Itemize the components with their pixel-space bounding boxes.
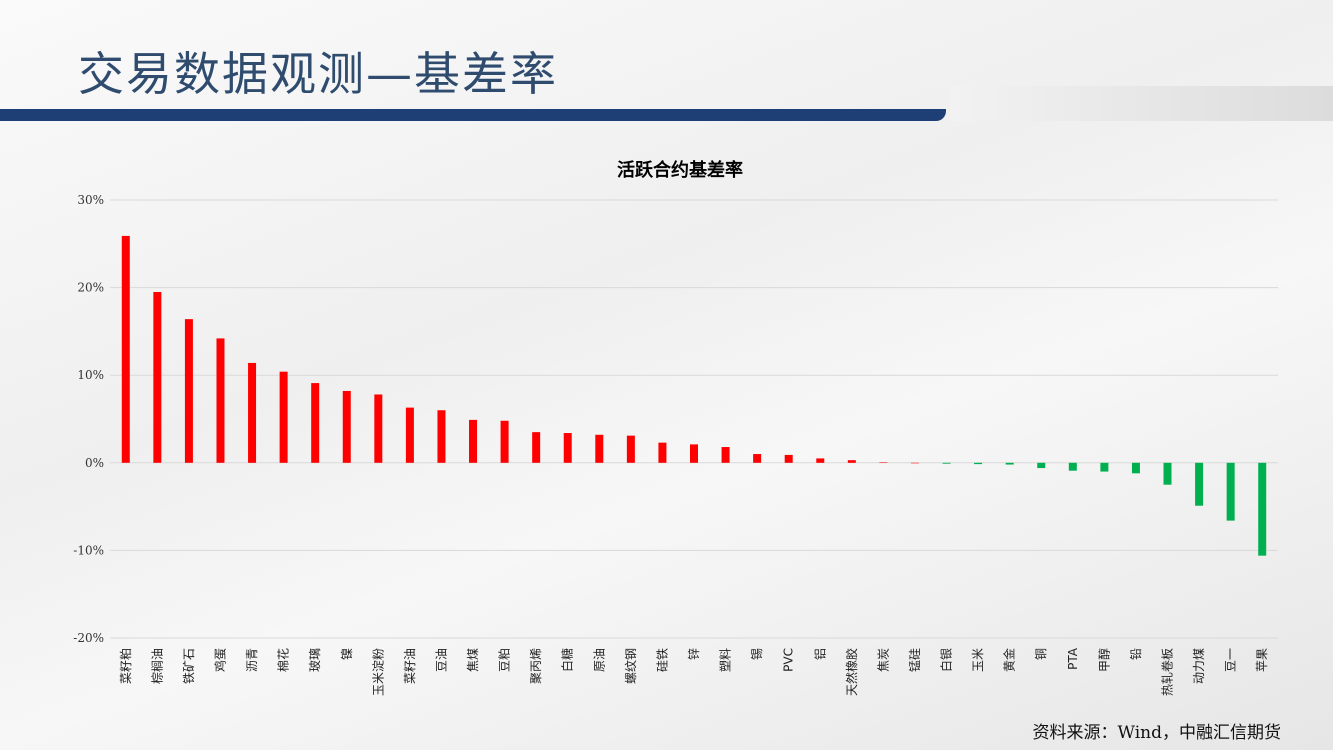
bar (153, 291, 162, 463)
x-category-label: 动力煤 (1192, 648, 1206, 684)
bar (469, 419, 478, 463)
bar (1195, 462, 1204, 506)
bar (248, 362, 257, 463)
bars (121, 235, 1267, 556)
x-category-label: 锌 (687, 648, 701, 660)
y-tick-label: 30% (77, 193, 104, 207)
x-axis-labels: 菜籽粕 棕榈油 铁矿石 鸡蛋 沥青 棉花 玻璃 镍 玉米淀粉 菜籽油 豆油 焦煤 豆粕 聚丙烯 白糖 原油 螺纹… (118, 647, 1269, 696)
x-category-label: 聚丙烯 (529, 648, 543, 684)
x-category-label: 菜籽粕 (118, 648, 133, 684)
x-category-label: 热轧卷板 (1160, 648, 1175, 696)
x-category-label: 玉米 (971, 648, 985, 672)
bar (595, 434, 604, 463)
x-category-label: 焦炭 (876, 648, 890, 672)
bar (847, 460, 856, 463)
bar (563, 433, 572, 463)
bar (405, 407, 414, 463)
bar (279, 371, 288, 463)
y-tick-label: 20% (77, 281, 104, 295)
x-category-label: 甲醇 (1096, 648, 1111, 672)
y-tick-label: -20% (73, 631, 104, 645)
x-category-label: 螺纹钢 (624, 648, 638, 684)
bar (311, 383, 320, 463)
bar (342, 390, 351, 463)
x-category-label: PVC (782, 648, 796, 672)
bar (1226, 462, 1235, 521)
bar (658, 442, 667, 463)
y-tick-label: 10% (77, 368, 104, 382)
bar (816, 458, 825, 463)
x-category-label: 铜 (1033, 648, 1048, 660)
bar (942, 462, 951, 464)
chart-title: 活跃合约基差率 (617, 159, 743, 181)
bar (1100, 462, 1109, 472)
x-category-label: 棉花 (276, 648, 291, 672)
x-category-label: 铅 (1129, 648, 1143, 660)
bar (753, 454, 762, 463)
y-tick-label: -10% (73, 543, 104, 557)
y-tick-label: 0% (85, 456, 104, 470)
bar (500, 420, 509, 463)
x-category-label: 铝 (812, 648, 827, 660)
x-category-label: 苹果 (1255, 648, 1269, 672)
bar (1068, 462, 1077, 471)
x-category-label: 原油 (592, 648, 606, 672)
bar (437, 410, 446, 463)
bar (910, 462, 919, 464)
header-decoration (950, 86, 1333, 121)
x-category-label: 白糖 (560, 648, 575, 672)
bar (784, 454, 793, 463)
x-category-label: 白银 (939, 648, 954, 672)
bar (121, 235, 130, 463)
header-bar (0, 109, 946, 121)
source-note: 资料来源：Wind，中融汇信期货 (1032, 723, 1281, 743)
x-category-label: 锡 (749, 648, 764, 660)
bar (690, 444, 698, 463)
x-category-label: 玉米淀粉 (371, 648, 385, 696)
x-category-label: 天然橡胶 (844, 648, 859, 696)
x-category-label: 鸡蛋 (212, 648, 227, 672)
x-category-label: 玻璃 (308, 648, 322, 672)
bar (216, 338, 225, 463)
bar (1258, 462, 1267, 556)
x-category-label: 锰硅 (907, 648, 922, 672)
x-category-label: 硅铁 (655, 648, 669, 672)
bar (721, 447, 730, 463)
x-category-label: 焦煤 (466, 648, 480, 672)
x-category-label: 菜籽油 (403, 648, 417, 684)
bar (374, 394, 383, 463)
bar (879, 462, 888, 463)
bar (1163, 462, 1172, 485)
bar (1131, 462, 1140, 474)
bar (1037, 462, 1046, 469)
x-category-label: PTA (1066, 647, 1080, 670)
bar (532, 432, 541, 463)
page-title: 交易数据观测—基差率 (78, 47, 558, 101)
x-category-label: 豆一 (1224, 648, 1238, 672)
x-category-label: 黄金 (1002, 648, 1017, 672)
bar (974, 462, 983, 465)
x-category-label: 沥青 (245, 648, 259, 672)
bar (626, 435, 635, 463)
x-category-label: 铁矿石 (182, 648, 196, 684)
bar (184, 319, 193, 463)
x-category-label: 豆油 (434, 648, 448, 672)
x-category-label: 棕榈油 (149, 648, 164, 684)
bar (1005, 462, 1014, 465)
x-category-label: 塑料 (718, 648, 733, 672)
x-category-label: 豆粕 (497, 648, 512, 672)
y-axis-ticks: 30% 20% 10% 0% -10% -20% (73, 193, 104, 645)
x-category-label: 镍 (340, 648, 354, 660)
